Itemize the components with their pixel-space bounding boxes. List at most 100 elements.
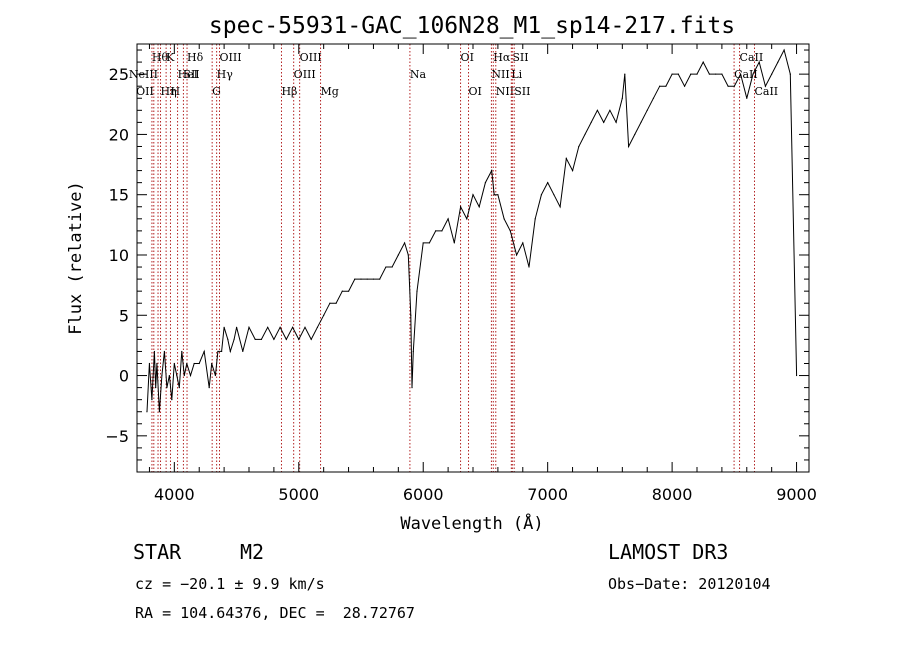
spectrum-point-113 — [715, 73, 717, 75]
spectrum-point-66 — [435, 230, 437, 232]
spectrum-point-23 — [211, 362, 213, 365]
y-axis-title: Flux (relative) — [66, 181, 86, 335]
spectrum-point-123 — [777, 61, 779, 63]
spectrum-point-112 — [708, 73, 711, 75]
spectrum-point-31 — [235, 326, 238, 328]
object-type: STAR — [133, 540, 182, 564]
line-label-23: SII — [512, 51, 528, 64]
coordinates: RA = 104.64376, DEC = 28.72767 — [135, 604, 415, 622]
spectrum-point-89 — [571, 169, 574, 172]
line-label-3: Hη — [161, 85, 177, 98]
spectrum-point-28 — [227, 338, 229, 340]
spectrum-point-90 — [578, 145, 580, 148]
line-label-18: OI — [469, 85, 482, 98]
spectrum-point-92 — [590, 121, 592, 123]
spectrum-point-59 — [407, 254, 409, 256]
spectrum-point-118 — [746, 97, 748, 99]
spectrum-point-41 — [298, 338, 300, 340]
line-label-6: HeI — [178, 68, 198, 81]
spectrum-point-15 — [181, 350, 183, 353]
spectrum-point-42 — [304, 326, 306, 328]
spectrum-point-120 — [758, 61, 760, 63]
spectrum-point-33 — [248, 326, 250, 328]
spectrum-point-98 — [624, 73, 626, 75]
spectrum-point-85 — [547, 182, 549, 184]
spectrum-point-121 — [764, 85, 767, 87]
spectrum-point-26 — [221, 350, 223, 353]
spectrum-point-10 — [168, 374, 170, 377]
spectrum-point-63 — [416, 290, 418, 292]
line-label-13: OIII — [294, 68, 316, 81]
line-label-15: Mg — [321, 85, 339, 98]
spectrum-point-37 — [273, 338, 275, 340]
spectrum-point-39 — [285, 338, 287, 340]
line-label-4: K — [166, 51, 175, 64]
spectrum-point-11 — [171, 399, 173, 401]
spectrum-point-107 — [677, 73, 679, 75]
spectrum-point-101 — [640, 121, 642, 123]
line-label-11: OIII — [220, 51, 242, 64]
spectrum-point-116 — [733, 85, 735, 87]
x-axis-title: Wavelength (Å) — [400, 512, 543, 534]
x-tick-label-2: 6000 — [403, 485, 444, 504]
spectrum-point-56 — [391, 266, 393, 268]
spectrum-point-67 — [441, 230, 443, 232]
plot-frame — [136, 43, 810, 473]
line-label-12: Hβ — [281, 85, 297, 98]
line-label-16: Na — [410, 68, 427, 81]
spectrum-point-96 — [615, 121, 617, 123]
spectrum-point-22 — [208, 387, 210, 389]
spectrum-point-76 — [493, 194, 495, 196]
spectrum-point-55 — [385, 266, 387, 268]
spectrum-point-4 — [155, 387, 157, 389]
spectrum-point-87 — [559, 206, 561, 208]
y-tick-label-5: 20 — [109, 125, 129, 144]
spectrum-point-1 — [148, 362, 151, 365]
spectrum-point-104 — [659, 85, 661, 87]
redshift-cz: cz = −20.1 ± 9.9 km/s — [135, 575, 325, 593]
spectrum-point-17 — [186, 362, 188, 365]
spectrum-point-35 — [260, 338, 263, 340]
spectrum-point-51 — [360, 278, 362, 280]
object-subclass: M2 — [240, 540, 265, 564]
spectrum-point-103 — [652, 97, 655, 99]
spectrum-point-53 — [372, 278, 375, 280]
spectrum-point-0 — [146, 411, 148, 413]
spectrum-point-45 — [323, 314, 325, 316]
line-label-8: Hδ — [187, 51, 204, 64]
spectrum-point-16 — [183, 374, 185, 377]
spectrum-point-64 — [422, 242, 424, 244]
spectrum-point-93 — [596, 109, 599, 111]
spectrum-point-124 — [783, 49, 785, 51]
spectrum-point-71 — [466, 218, 468, 220]
spectrum-point-111 — [702, 61, 704, 63]
spectrum-point-83 — [534, 218, 536, 220]
line-label-22: Li — [511, 68, 522, 81]
spectrum-point-36 — [267, 326, 269, 328]
spectrum-point-84 — [540, 194, 543, 196]
x-tick-label-3: 7000 — [527, 485, 568, 504]
spectrum-point-58 — [403, 242, 406, 244]
spectrum-point-9 — [166, 387, 168, 389]
spectrum-point-88 — [565, 157, 567, 160]
spectrum-point-68 — [447, 218, 449, 220]
x-tick-label-5: 9000 — [776, 485, 817, 504]
spectrum-point-109 — [690, 73, 692, 75]
spectrum-point-82 — [528, 266, 530, 268]
y-tick-label-1: 0 — [119, 367, 129, 386]
spectrum-point-6 — [158, 411, 160, 413]
spectrum-point-40 — [291, 326, 294, 328]
observation-date: Obs−Date: 20120104 — [608, 575, 771, 593]
spectrum-point-27 — [223, 326, 225, 328]
spectrum-point-75 — [491, 169, 493, 172]
line-label-17: OI — [461, 51, 474, 64]
spectrum-point-47 — [335, 302, 337, 304]
spectrum-point-95 — [609, 109, 611, 111]
line-label-10: Hγ — [217, 68, 234, 81]
spectrum-point-48 — [341, 290, 343, 292]
line-label-21: NII — [496, 85, 514, 98]
spectrum-point-34 — [254, 338, 256, 340]
spectrum-point-69 — [453, 242, 455, 244]
line-label-20: Hα — [493, 51, 511, 64]
y-tick-label-2: 5 — [119, 306, 129, 325]
